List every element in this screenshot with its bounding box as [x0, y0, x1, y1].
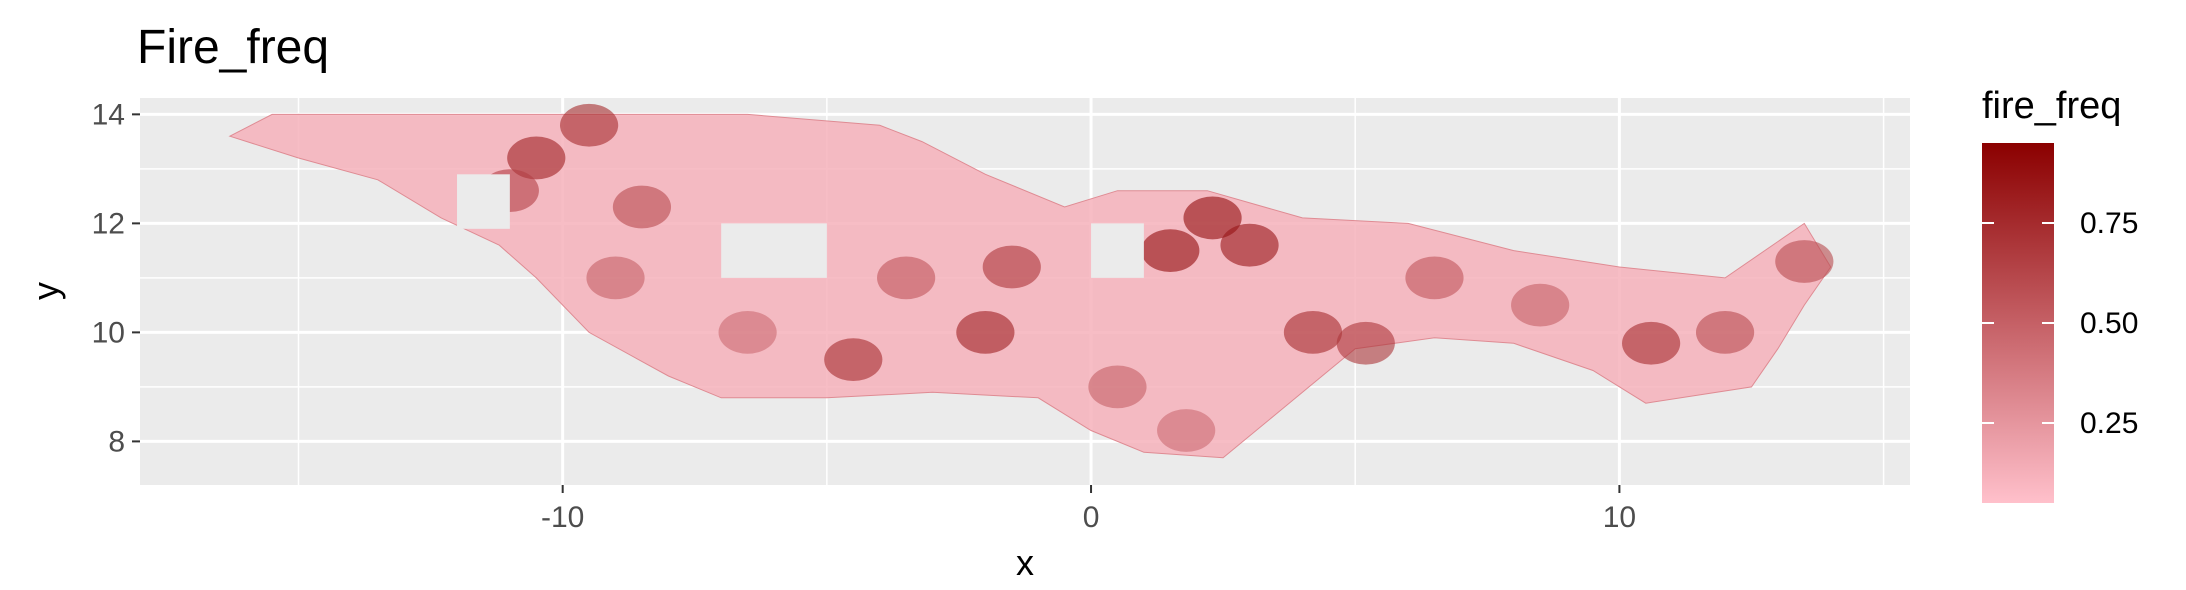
fire-hotspot: [824, 338, 883, 382]
x-tick-label: 0: [1083, 501, 1100, 534]
missing-data-block: [457, 174, 510, 229]
x-tick-label: -10: [541, 501, 584, 534]
legend-break-label: 0.25: [2080, 407, 2138, 440]
fire-hotspot: [507, 136, 566, 180]
missing-data-blocks: [457, 174, 1144, 278]
legend-break-label: 0.75: [2080, 207, 2138, 240]
legend-ticks: 0.25 0.50 0.75: [1982, 207, 2138, 440]
missing-data-block: [1091, 223, 1144, 278]
fire-hotspot: [982, 245, 1041, 289]
fire-hotspots: [480, 103, 1834, 452]
fire-hotspot: [1157, 409, 1216, 452]
fire-hotspot: [1336, 321, 1395, 365]
fire-hotspot: [612, 185, 672, 229]
y-tick-label: 8: [108, 425, 125, 458]
missing-data-block: [721, 223, 827, 278]
x-axis: -10 0 10: [541, 485, 1636, 534]
y-tick-label: 10: [92, 316, 125, 349]
legend-break-label: 0.50: [2080, 307, 2138, 340]
fire-hotspot: [1695, 310, 1755, 354]
y-tick-label: 12: [92, 207, 125, 240]
fire-hotspot: [1141, 229, 1200, 273]
chart-title: Fire_freq: [137, 21, 329, 74]
legend-title: fire_freq: [1982, 85, 2121, 127]
x-tick-label: 10: [1603, 501, 1636, 534]
fire-hotspot: [1088, 365, 1147, 409]
fire-hotspot: [1511, 283, 1570, 327]
fire-hotspot: [1283, 310, 1343, 354]
fire-hotspot: [1622, 321, 1681, 365]
y-tick-label: 14: [92, 98, 125, 131]
fire-hotspot: [718, 310, 777, 354]
fire-hotspot: [1775, 240, 1834, 283]
y-axis-title: y: [25, 282, 66, 300]
fire-hotspot: [1220, 223, 1279, 267]
fire-hotspot: [1183, 196, 1242, 240]
fire-hotspot: [877, 256, 936, 300]
fire-hotspot: [1405, 256, 1464, 300]
fire-hotspot: [586, 256, 645, 300]
x-axis-title: x: [1016, 542, 1034, 583]
fire-hotspot: [560, 103, 619, 147]
y-axis: 8 10 12 14: [92, 98, 140, 458]
fire-hotspot: [956, 310, 1015, 354]
